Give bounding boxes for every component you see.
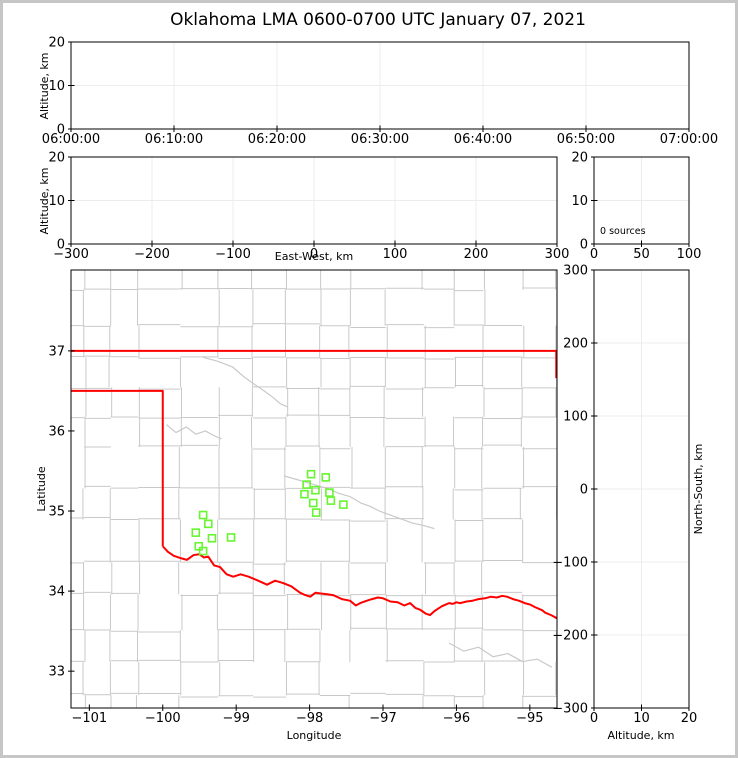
panel-time_height: 06:00:00 06:10:00 06:20:00 06:30:00 06:40:00… — [42, 36, 718, 148]
panel-count_height: 0 50 100 0 10 20 — [571, 151, 701, 263]
lma-station-marker — [203, 519, 213, 529]
map-panel-xlabel: Longitude — [286, 729, 342, 742]
lma-station-marker — [339, 500, 348, 509]
y-tick-label: −200 — [552, 629, 588, 644]
x-tick-label: 0 — [590, 247, 598, 262]
state-border-line — [162, 545, 557, 620]
lma-station-marker — [198, 510, 208, 520]
x-tick-label: 06:30:00 — [351, 132, 409, 147]
x-tick-label: 06:10:00 — [145, 132, 203, 147]
river-line — [166, 424, 222, 440]
y-tick-label: 10 — [48, 79, 65, 94]
lma-station-marker — [207, 533, 217, 543]
y-tick-label: 0 — [57, 123, 65, 138]
x-tick-label: 06:20:00 — [248, 132, 306, 147]
lma-station-marker — [306, 469, 316, 479]
x-tick-label: 06:00:00 — [42, 132, 100, 147]
y-tick-label: 36 — [48, 424, 65, 439]
x-tick-label: 06:50:00 — [557, 132, 615, 147]
y-tick-label: 0 — [580, 238, 588, 253]
y-tick-label: 10 — [48, 194, 65, 209]
y-tick-label: 37 — [48, 344, 65, 359]
x-tick-label: 300 — [545, 247, 570, 262]
panel-ew_height: −300 −200 −100 0 100 200 300 0 10 20 — [48, 151, 569, 263]
y-tick-label: 35 — [48, 505, 65, 520]
lma-station-marker — [194, 541, 204, 551]
y-tick-label: 200 — [563, 337, 588, 352]
river-line — [448, 642, 553, 668]
sources-count-annotation: 0 sources — [600, 226, 646, 237]
map-layer — [71, 270, 557, 708]
x-tick-label: −200 — [134, 247, 170, 262]
ns-panel-xlabel: Altitude, km — [607, 729, 675, 742]
ew-panel-ylabel: Altitude, km — [38, 167, 51, 235]
panel-ns_height: 0 10 20 300 200 100 0 −100 −200 −300 — [552, 264, 697, 727]
x-tick-label: −95 — [516, 711, 543, 726]
ew-panel-xlabel: East-West, km — [274, 250, 354, 263]
y-tick-label: 20 — [48, 151, 65, 166]
x-tick-label: 10 — [633, 711, 650, 726]
lma-station-marker — [300, 489, 309, 499]
x-tick-label: 20 — [681, 711, 698, 726]
x-tick-label: −300 — [53, 247, 89, 262]
y-tick-label: −100 — [552, 556, 588, 571]
y-tick-label: −300 — [552, 702, 588, 717]
map-panel-ylabel: Latitude — [35, 466, 48, 512]
state-border-line — [71, 349, 557, 379]
state-border-line — [71, 389, 164, 547]
lma-station-marker — [191, 528, 201, 537]
x-tick-label: 0 — [590, 711, 598, 726]
x-tick-label: −97 — [369, 711, 396, 726]
x-tick-label: 100 — [677, 247, 702, 262]
x-tick-label: 100 — [383, 247, 408, 262]
y-tick-label: 20 — [48, 36, 65, 51]
x-tick-label: −101 — [71, 711, 107, 726]
lma-station-marker — [311, 485, 320, 495]
y-tick-label: 10 — [571, 194, 588, 209]
y-tick-label: 0 — [580, 483, 588, 498]
y-tick-label: 100 — [563, 410, 588, 425]
x-tick-label: 06:40:00 — [454, 132, 512, 147]
panel-plan_view: −101 −100 −99 −98 −97 −96 −95 33 34 35 36 37 — [48, 269, 558, 726]
y-tick-label: 0 — [57, 238, 65, 253]
x-tick-label: −100 — [215, 247, 251, 262]
x-tick-label: −100 — [145, 711, 181, 726]
x-tick-label: −99 — [222, 711, 249, 726]
lma-station-marker — [226, 533, 236, 542]
y-tick-label: 20 — [571, 151, 588, 166]
lma-station-marker — [302, 480, 311, 489]
y-tick-label: 33 — [48, 665, 65, 680]
lma-station-marker — [321, 473, 331, 482]
time-panel-ylabel: Altitude, km — [38, 52, 51, 120]
river-line — [202, 356, 288, 408]
lma-station-marker — [308, 498, 318, 508]
x-tick-label: −98 — [296, 711, 323, 726]
lma-station-marker — [326, 496, 336, 505]
x-tick-label: −96 — [443, 711, 470, 726]
ns-panel-ylabel: North-South, km — [692, 443, 705, 535]
plan_view-plot-area — [70, 269, 558, 709]
x-tick-label: 07:00:00 — [660, 132, 718, 147]
lma-station-marker — [311, 508, 321, 517]
figure-title: Oklahoma LMA 0600-0700 UTC January 07, 2… — [170, 10, 586, 30]
x-tick-label: 200 — [464, 247, 489, 262]
lma-station-marker — [198, 546, 208, 556]
x-tick-label: 50 — [633, 247, 650, 262]
y-tick-label: 34 — [48, 585, 65, 600]
y-tick-label: 300 — [563, 264, 588, 279]
x-tick-label: 0 — [310, 247, 318, 262]
lma-station-marker — [325, 488, 334, 497]
